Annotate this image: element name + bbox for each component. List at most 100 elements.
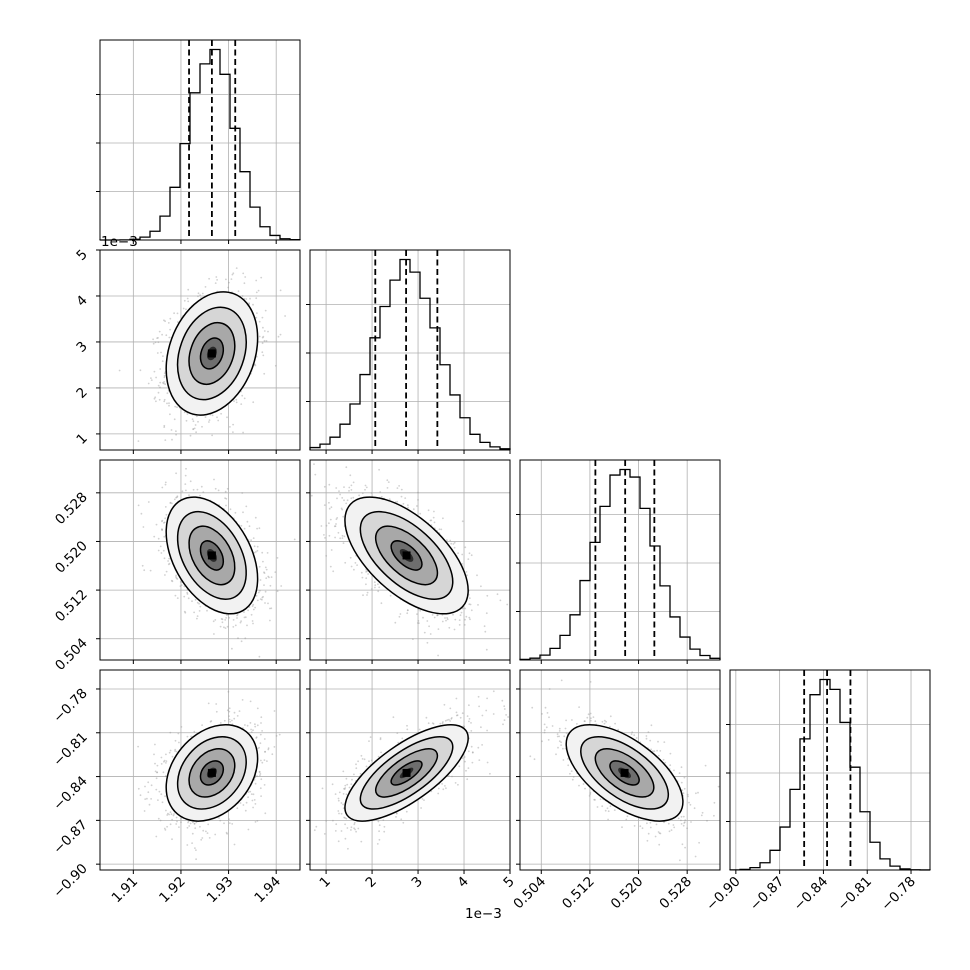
sample-point: [174, 594, 177, 597]
sample-point: [195, 858, 198, 861]
sample-point: [543, 729, 546, 732]
contour-line-3: [165, 291, 259, 416]
sample-point: [601, 720, 604, 723]
sample-point: [458, 619, 461, 621]
sample-point: [173, 813, 175, 815]
sample-point: [614, 722, 616, 725]
sample-point: [330, 506, 333, 509]
sample-point: [599, 798, 602, 801]
sample-point: [199, 472, 201, 474]
sample-point: [417, 499, 419, 501]
sample-point: [162, 771, 165, 774]
sample-point: [717, 785, 720, 788]
sample-point: [466, 778, 469, 781]
hist-panel-3: [726, 669, 931, 871]
sample-point: [659, 750, 662, 752]
sample-point: [169, 317, 172, 320]
sample-point: [310, 494, 313, 497]
sample-point: [161, 333, 164, 336]
sample-point: [216, 279, 219, 281]
sample-point: [684, 846, 686, 849]
sample-point: [226, 625, 229, 628]
sample-point: [457, 552, 459, 555]
sample-point: [194, 827, 197, 830]
sample-point: [249, 238, 251, 240]
sample-point: [690, 821, 692, 823]
sample-point: [187, 597, 190, 600]
sample-point: [168, 813, 171, 816]
sample-point: [216, 416, 218, 419]
sample-point: [679, 859, 681, 862]
sample-point: [165, 334, 168, 337]
panel-3-2: [519, 669, 721, 871]
sample-point: [589, 712, 592, 715]
sample-point: [246, 624, 248, 627]
sample-point: [261, 598, 263, 601]
sample-point: [560, 679, 563, 682]
sample-point: [169, 749, 172, 752]
sample-point: [320, 525, 323, 527]
sample-point: [182, 307, 185, 310]
sample-point: [461, 520, 464, 523]
sample-point: [214, 282, 217, 284]
peak-marker: [620, 768, 629, 777]
sample-point: [562, 759, 565, 761]
sample-point: [254, 803, 257, 805]
sample-point: [453, 628, 456, 631]
sample-point: [329, 565, 332, 568]
sample-point: [458, 765, 461, 768]
sample-point: [226, 416, 228, 419]
sample-point: [350, 489, 353, 491]
sample-point: [344, 561, 347, 564]
sample-point: [177, 732, 180, 735]
sample-point: [150, 377, 152, 379]
sample-point: [501, 699, 504, 702]
sample-point: [436, 614, 439, 616]
sample-point: [252, 303, 254, 306]
sample-point: [365, 583, 367, 586]
sample-point: [459, 716, 462, 719]
sample-point: [159, 381, 162, 384]
sample-point: [163, 426, 166, 428]
panel-frame-3-2: [519, 669, 721, 871]
sample-point: [262, 354, 265, 357]
sample-point: [186, 735, 189, 738]
sample-point: [463, 725, 466, 728]
sample-point: [678, 772, 681, 774]
sample-point: [344, 837, 347, 840]
sample-point: [446, 617, 448, 619]
sample-point: [664, 761, 667, 764]
sample-point: [589, 791, 592, 794]
sample-point: [164, 481, 167, 484]
sample-point: [464, 760, 466, 763]
sample-point: [485, 709, 488, 712]
sample-point: [441, 722, 444, 725]
sample-point: [667, 822, 670, 825]
sample-point: [357, 760, 359, 763]
sample-point: [228, 707, 231, 710]
sample-point: [684, 819, 687, 822]
sample-point: [224, 627, 227, 629]
sample-point: [462, 725, 465, 728]
sample-point: [427, 509, 430, 512]
sample-point: [197, 420, 199, 423]
sample-point: [215, 703, 218, 705]
sample-point: [439, 722, 442, 725]
sample-point: [398, 615, 401, 618]
sample-point: [205, 830, 207, 833]
sample-point: [193, 427, 196, 430]
sample-point: [669, 752, 672, 755]
sample-point: [453, 541, 456, 544]
sample-point: [429, 519, 432, 522]
sample-point: [261, 316, 264, 319]
sample-point: [269, 619, 271, 622]
sample-point: [470, 609, 473, 612]
sample-point: [191, 600, 193, 603]
sample-point: [677, 817, 680, 820]
sample-point: [154, 396, 157, 399]
sample-point: [161, 360, 164, 363]
sample-point: [436, 614, 439, 617]
sample-point: [340, 812, 343, 815]
sample-point: [155, 400, 157, 403]
sample-point: [263, 571, 265, 574]
